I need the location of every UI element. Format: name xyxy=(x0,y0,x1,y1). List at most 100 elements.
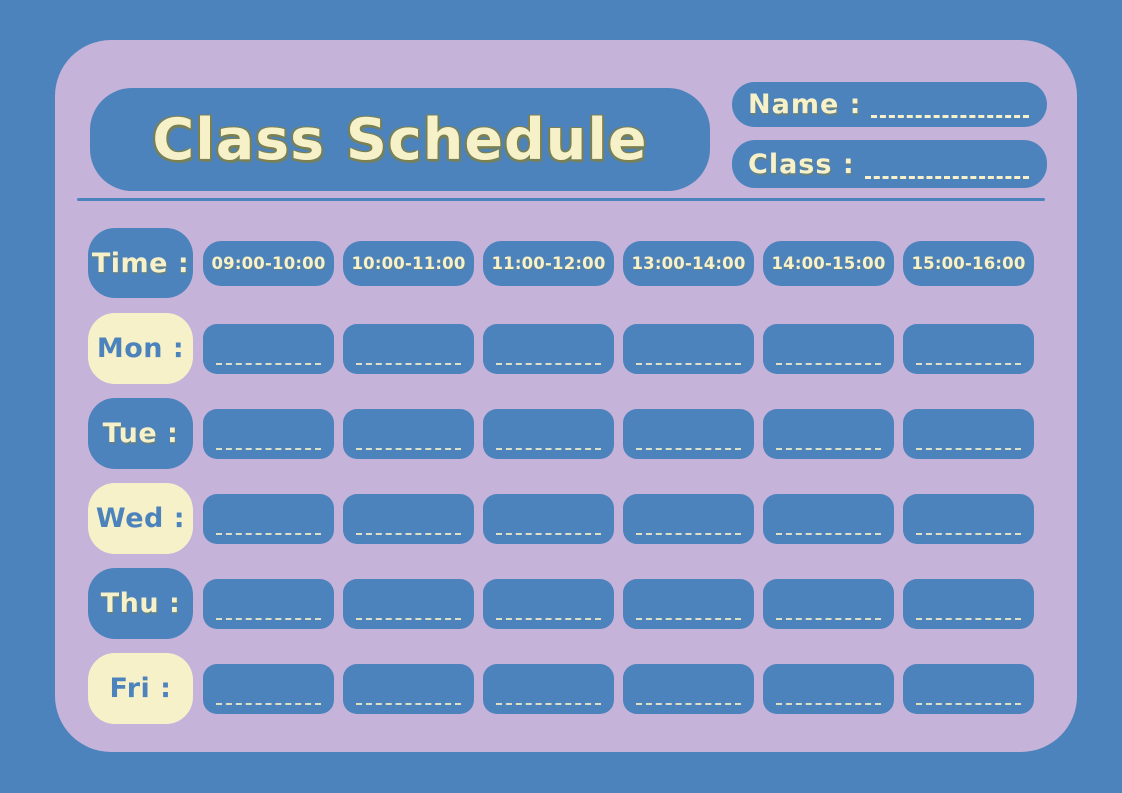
time-slot-5: 14:00-15:00 xyxy=(763,240,894,286)
schedule-cell-wed-3[interactable] xyxy=(483,493,614,544)
cell-write-line xyxy=(496,617,601,620)
cell-write-line xyxy=(916,702,1021,705)
cell-write-line xyxy=(216,532,321,535)
cell-write-line xyxy=(776,702,881,705)
day-label-mon: Mon : xyxy=(88,313,193,384)
cell-write-line xyxy=(216,362,321,365)
schedule-cell-thu-2[interactable] xyxy=(343,578,474,629)
time-slot-6: 15:00-16:00 xyxy=(903,240,1034,286)
cell-write-line xyxy=(636,617,741,620)
cell-write-line xyxy=(776,362,881,365)
schedule-cell-thu-3[interactable] xyxy=(483,578,614,629)
schedule-cell-tue-3[interactable] xyxy=(483,408,614,459)
cell-write-line xyxy=(356,617,461,620)
schedule-cell-wed-4[interactable] xyxy=(623,493,754,544)
day-cells-tue xyxy=(203,398,1034,469)
time-slot-text: 14:00-15:00 xyxy=(771,253,886,273)
time-slot-text: 10:00-11:00 xyxy=(351,253,466,273)
cell-write-line xyxy=(916,617,1021,620)
title-banner: Class Schedule xyxy=(90,88,710,191)
schedule-cell-tue-2[interactable] xyxy=(343,408,474,459)
time-row-label-text: Time : xyxy=(91,247,190,279)
cell-write-line xyxy=(776,617,881,620)
header-divider xyxy=(77,198,1045,201)
schedule-cell-fri-4[interactable] xyxy=(623,663,754,714)
day-row-mon: Mon : xyxy=(88,313,1034,384)
time-header-row: Time : 09:00-10:00 10:00-11:00 11:00-12:… xyxy=(88,228,1034,298)
cell-write-line xyxy=(636,447,741,450)
schedule-cell-mon-1[interactable] xyxy=(203,323,334,374)
time-slot-4: 13:00-14:00 xyxy=(623,240,754,286)
time-slot-3: 11:00-12:00 xyxy=(483,240,614,286)
schedule-cell-tue-4[interactable] xyxy=(623,408,754,459)
schedule-cell-fri-6[interactable] xyxy=(903,663,1034,714)
cell-write-line xyxy=(496,532,601,535)
name-field-label: Name : xyxy=(748,89,862,120)
time-slot-text: 15:00-16:00 xyxy=(911,253,1026,273)
time-slot-text: 13:00-14:00 xyxy=(631,253,746,273)
cell-write-line xyxy=(216,702,321,705)
schedule-cell-wed-6[interactable] xyxy=(903,493,1034,544)
day-label-text: Wed : xyxy=(95,503,186,534)
cell-write-line xyxy=(916,532,1021,535)
time-slots: 09:00-10:00 10:00-11:00 11:00-12:00 13:0… xyxy=(203,228,1034,298)
day-cells-thu xyxy=(203,568,1034,639)
page-title: Class Schedule xyxy=(152,106,648,173)
schedule-cell-wed-5[interactable] xyxy=(763,493,894,544)
cell-write-line xyxy=(496,702,601,705)
schedule-cell-mon-3[interactable] xyxy=(483,323,614,374)
schedule-cell-thu-1[interactable] xyxy=(203,578,334,629)
day-row-thu: Thu : xyxy=(88,568,1034,639)
schedule-cell-thu-4[interactable] xyxy=(623,578,754,629)
class-field-label: Class : xyxy=(748,148,855,180)
day-cells-mon xyxy=(203,313,1034,384)
schedule-cell-fri-1[interactable] xyxy=(203,663,334,714)
name-write-line[interactable] xyxy=(871,115,1029,118)
cell-write-line xyxy=(216,617,321,620)
day-label-thu: Thu : xyxy=(88,568,193,639)
schedule-cell-tue-5[interactable] xyxy=(763,408,894,459)
schedule-cell-mon-2[interactable] xyxy=(343,323,474,374)
cell-write-line xyxy=(356,362,461,365)
schedule-cell-tue-6[interactable] xyxy=(903,408,1034,459)
class-field[interactable]: Class : xyxy=(732,140,1047,188)
cell-write-line xyxy=(356,702,461,705)
schedule-cell-fri-2[interactable] xyxy=(343,663,474,714)
schedule-grid: Time : 09:00-10:00 10:00-11:00 11:00-12:… xyxy=(88,228,1034,738)
day-row-tue: Tue : xyxy=(88,398,1034,469)
schedule-cell-fri-5[interactable] xyxy=(763,663,894,714)
schedule-cell-mon-4[interactable] xyxy=(623,323,754,374)
time-slot-text: 09:00-10:00 xyxy=(211,253,326,273)
schedule-cell-fri-3[interactable] xyxy=(483,663,614,714)
cell-write-line xyxy=(776,447,881,450)
time-slot-text: 11:00-12:00 xyxy=(491,253,606,273)
schedule-cell-thu-6[interactable] xyxy=(903,578,1034,629)
time-row-label: Time : xyxy=(88,228,193,298)
schedule-cell-mon-6[interactable] xyxy=(903,323,1034,374)
day-label-text: Thu : xyxy=(100,588,181,619)
cell-write-line xyxy=(636,702,741,705)
cell-write-line xyxy=(916,362,1021,365)
day-cells-wed xyxy=(203,483,1034,554)
cell-write-line xyxy=(916,447,1021,450)
cell-write-line xyxy=(496,362,601,365)
class-write-line[interactable] xyxy=(864,176,1029,179)
schedule-cell-wed-1[interactable] xyxy=(203,493,334,544)
schedule-cell-mon-5[interactable] xyxy=(763,323,894,374)
day-label-text: Mon : xyxy=(96,333,185,364)
day-label-text: Tue : xyxy=(102,418,179,449)
name-field[interactable]: Name : xyxy=(732,82,1047,127)
schedule-cell-tue-1[interactable] xyxy=(203,408,334,459)
schedule-cell-thu-5[interactable] xyxy=(763,578,894,629)
cell-write-line xyxy=(496,447,601,450)
day-label-fri: Fri : xyxy=(88,653,193,724)
schedule-cell-wed-2[interactable] xyxy=(343,493,474,544)
cell-write-line xyxy=(636,532,741,535)
day-label-tue: Tue : xyxy=(88,398,193,469)
day-row-fri: Fri : xyxy=(88,653,1034,724)
cell-write-line xyxy=(636,362,741,365)
cell-write-line xyxy=(356,532,461,535)
cell-write-line xyxy=(356,447,461,450)
schedule-card: Class Schedule Name : Class : Time : 09:… xyxy=(55,40,1077,752)
